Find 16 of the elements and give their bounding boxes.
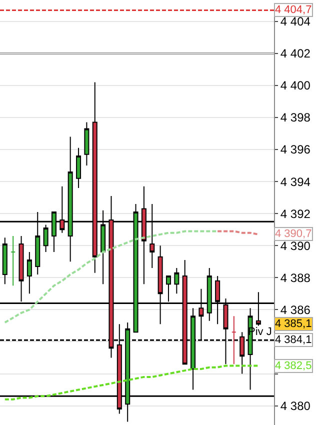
y-tick-label: 4 400 xyxy=(280,78,311,93)
y-tick-label: 4 402 xyxy=(280,46,311,61)
y-tick-label: 4 394 xyxy=(280,174,311,189)
y-tick-label: 4 390 xyxy=(280,238,311,253)
y-tick-label: 4 404 xyxy=(280,14,311,29)
y-tick-label: 4 398 xyxy=(280,110,311,125)
text: 4 385,1 xyxy=(275,318,312,330)
data-label: 4 382,5 xyxy=(275,360,312,372)
y-tick-label: 4 388 xyxy=(280,270,311,285)
ref-line-label: 4 384,1 xyxy=(275,334,312,346)
ref-line-label: 4 404,7 xyxy=(275,4,312,16)
data-label: 4 390,7 xyxy=(275,228,312,240)
y-tick-label: 4 380 xyxy=(280,398,311,413)
y-tick-label: 4 396 xyxy=(280,142,311,157)
y-tick-label: 4 392 xyxy=(280,206,311,221)
y-tick-label: 4 386 xyxy=(280,302,311,317)
